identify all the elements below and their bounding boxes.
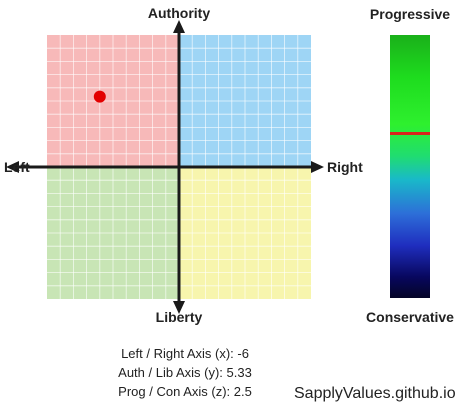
arrow-up-icon xyxy=(173,20,185,33)
site-credit: SapplyValues.github.io xyxy=(294,385,456,402)
axis-label-liberty: Liberty xyxy=(155,309,203,325)
axes xyxy=(6,20,324,314)
z-axis-gradient-bar xyxy=(390,35,430,298)
position-marker xyxy=(93,90,106,103)
z-axis-label-conservative: Conservative xyxy=(366,309,454,325)
score-readout: Left / Right Axis (x): -6 Auth / Lib Axi… xyxy=(0,344,370,401)
readout-y-line: Auth / Lib Axis (y): 5.33 xyxy=(118,365,252,380)
z-axis-label-progressive: Progressive xyxy=(369,6,451,22)
axis-label-right: Right xyxy=(327,159,363,175)
arrow-left-icon xyxy=(6,161,19,173)
readout-z-line: Prog / Con Axis (z): 2.5 xyxy=(118,384,252,399)
readout-x-line: Left / Right Axis (x): -6 xyxy=(121,346,249,361)
axis-label-left: Left xyxy=(4,159,30,175)
arrow-right-icon xyxy=(311,161,324,173)
z-axis-position-marker xyxy=(390,132,430,136)
arrow-down-icon xyxy=(173,301,185,314)
axis-label-authority: Authority xyxy=(147,5,211,21)
